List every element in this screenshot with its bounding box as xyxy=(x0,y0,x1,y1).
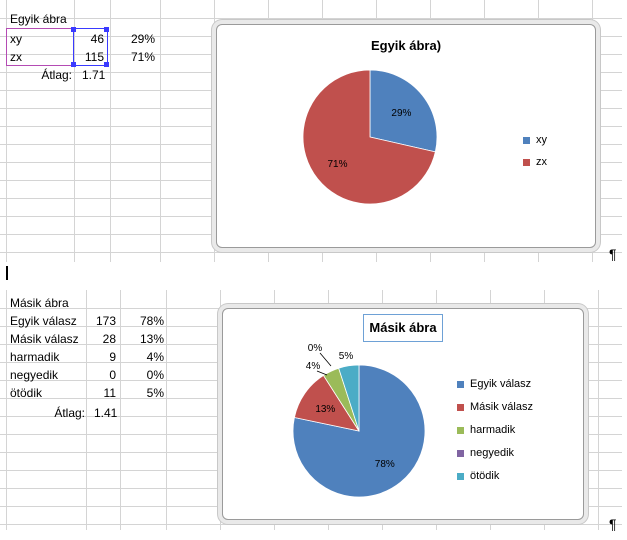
selection-handle[interactable] xyxy=(71,27,76,32)
table1-row-pct-zx[interactable]: 71% xyxy=(130,50,155,64)
gridline xyxy=(0,524,622,525)
chart-1-pie[interactable]: 29% 71% xyxy=(217,25,595,247)
table2-row-pct[interactable]: 78% xyxy=(139,314,164,328)
legend-label: harmadik xyxy=(470,424,516,436)
pie-slice[interactable] xyxy=(302,69,436,205)
gridline xyxy=(120,290,121,530)
chart-1-title[interactable]: Egyik ábra) xyxy=(370,38,442,53)
pie-data-label[interactable]: 78% xyxy=(375,459,395,470)
table2-avg-label[interactable]: Átlag: xyxy=(54,406,85,420)
table2-row-value[interactable]: 11 xyxy=(103,386,116,400)
leader-line xyxy=(319,352,332,367)
gridline xyxy=(0,18,622,19)
table1-avg-value[interactable]: 1.71 xyxy=(82,68,106,82)
table2-row-value[interactable]: 9 xyxy=(109,350,116,364)
pie-slice[interactable] xyxy=(292,364,426,498)
paragraph-mark: ¶ xyxy=(609,246,617,262)
gridline xyxy=(166,290,167,530)
leader-line xyxy=(316,370,328,376)
pie-data-label[interactable]: 4% xyxy=(306,361,321,372)
table2-row-value[interactable]: 173 xyxy=(95,314,116,328)
legend-swatch xyxy=(457,449,464,457)
table2-row-value[interactable]: 0 xyxy=(109,368,116,382)
table2-row-pct[interactable]: 5% xyxy=(146,386,164,400)
gridline xyxy=(86,290,87,530)
selection-handle[interactable] xyxy=(71,62,76,67)
range-selection-labels[interactable] xyxy=(6,28,74,66)
table2-row-label[interactable]: Egyik válasz xyxy=(10,314,77,328)
gridline xyxy=(160,0,161,262)
legend-label: Egyik válasz xyxy=(470,378,532,390)
table2-row-pct[interactable]: 0% xyxy=(146,368,164,382)
gridline xyxy=(220,290,221,530)
chart-2-pie[interactable]: 78% 13% 4% 0% 5% xyxy=(223,309,583,519)
chart-2-legend-item[interactable]: negyedik xyxy=(457,447,514,459)
chart-1-legend-xy[interactable]: xy xyxy=(523,134,547,146)
pie-data-label[interactable]: 29% xyxy=(391,108,411,119)
selection-handle[interactable] xyxy=(104,27,109,32)
chart-2-title-box[interactable]: Másik ábra xyxy=(363,314,443,342)
gridline xyxy=(74,0,75,262)
legend-swatch xyxy=(457,426,464,434)
pie-data-label[interactable]: 0% xyxy=(308,343,323,354)
pie-slice[interactable] xyxy=(338,364,360,432)
table1-row-value-xy[interactable]: 46 xyxy=(90,32,104,46)
selection-handle[interactable] xyxy=(104,62,109,67)
table1-avg-label[interactable]: Átlag: xyxy=(41,68,72,82)
legend-swatch xyxy=(457,380,464,388)
table1-row-label-xy[interactable]: xy xyxy=(10,32,22,46)
gridline xyxy=(6,0,7,262)
chart-2-legend-item[interactable]: ötödik xyxy=(457,470,499,482)
gridline xyxy=(6,290,7,530)
table2-row-label[interactable]: harmadik xyxy=(10,350,60,364)
chart-2-legend-item[interactable]: Egyik válasz xyxy=(457,378,531,390)
chart-1[interactable]: Egyik ábra) 29% 71% xy zx xyxy=(216,24,596,248)
table2-row-label[interactable]: Másik válasz xyxy=(10,332,79,346)
pie-data-label[interactable]: 13% xyxy=(315,404,335,415)
text-cursor xyxy=(6,266,8,280)
table1-row-value-zx[interactable]: 115 xyxy=(84,50,104,64)
chart-2-legend-item[interactable]: harmadik xyxy=(457,424,515,436)
table2-row-label[interactable]: ötödik xyxy=(10,386,43,400)
legend-swatch xyxy=(457,472,464,480)
legend-label: xy xyxy=(536,134,547,146)
table1-row-pct-xy[interactable]: 29% xyxy=(130,32,155,46)
table2-row-pct[interactable]: 13% xyxy=(139,332,164,346)
gridline xyxy=(0,252,622,253)
table2-row-value[interactable]: 28 xyxy=(102,332,116,346)
gridline xyxy=(214,0,215,262)
gridline xyxy=(598,290,599,530)
pie-data-label[interactable]: 71% xyxy=(328,159,348,170)
paragraph-mark: ¶ xyxy=(609,516,617,532)
legend-label: ötödik xyxy=(470,470,500,482)
chart-1-legend-zx[interactable]: zx xyxy=(523,156,547,168)
table2-avg-value[interactable]: 1.41 xyxy=(94,406,118,420)
chart-2[interactable]: Másik ábra 78% 13% 4% 0% 5% Egyik válasz Mási… xyxy=(222,308,584,520)
table2-row-pct[interactable]: 4% xyxy=(146,350,164,364)
chart-2-title[interactable]: Másik ábra xyxy=(369,320,437,335)
legend-swatch xyxy=(523,136,530,144)
chart-2-legend-item[interactable]: Másik válasz xyxy=(457,401,533,413)
pie-data-label[interactable]: 5% xyxy=(339,351,354,362)
gridline xyxy=(110,0,111,262)
legend-label: Másik válasz xyxy=(470,401,533,413)
legend-swatch xyxy=(523,158,530,166)
table2-row-label[interactable]: negyedik xyxy=(10,368,59,382)
legend-label: negyedik xyxy=(470,447,515,459)
range-selection-values[interactable] xyxy=(73,28,108,66)
table1-title[interactable]: Egyik ábra xyxy=(10,12,67,26)
legend-label: zx xyxy=(536,156,547,168)
legend-swatch xyxy=(457,403,464,411)
table1-row-label-zx[interactable]: zx xyxy=(10,50,22,64)
pie-slice[interactable] xyxy=(369,69,438,153)
table2-title[interactable]: Másik ábra xyxy=(10,296,69,310)
